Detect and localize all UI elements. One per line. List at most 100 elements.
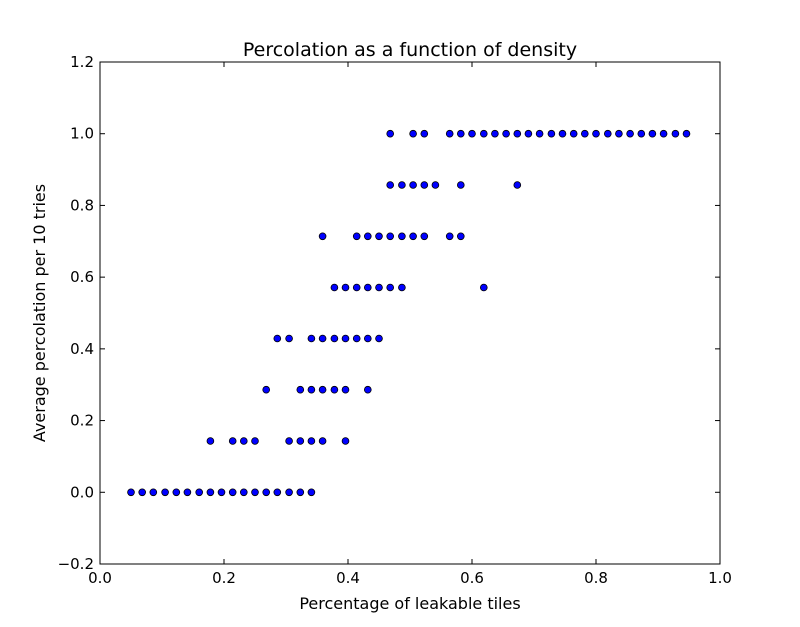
y-tick-label: 1.2 — [70, 53, 94, 71]
data-point — [456, 181, 465, 189]
axis-ticks: 0.0 0.2 0.4 0.6 0.8 1.0−0.20.00.20.40.60.81.0… — [58, 53, 732, 587]
data-point — [409, 129, 417, 138]
data-point — [307, 334, 316, 343]
data-point — [217, 488, 226, 497]
data-point — [558, 129, 567, 138]
data-point — [296, 488, 305, 497]
data-point — [296, 385, 305, 394]
data-point — [409, 232, 417, 241]
x-axis-label: Percentage of leakable tiles — [299, 594, 520, 613]
data-point — [398, 181, 406, 189]
y-tick-label: 1.0 — [70, 125, 94, 143]
data-point — [352, 232, 361, 241]
data-point — [456, 129, 465, 138]
data-point — [285, 437, 293, 445]
data-point — [513, 181, 522, 189]
y-axis-label: Average percolation per 10 tries — [30, 184, 49, 442]
data-point — [307, 437, 316, 445]
data-point — [307, 385, 316, 394]
data-point — [420, 129, 429, 138]
data-point — [445, 129, 454, 138]
data-point — [352, 283, 361, 292]
data-point — [580, 129, 589, 138]
data-point — [273, 488, 282, 497]
x-tick-label: 0.6 — [460, 569, 484, 587]
data-point — [183, 488, 192, 497]
data-point — [318, 334, 327, 343]
data-points — [127, 129, 691, 497]
data-point — [603, 129, 612, 138]
data-point — [445, 232, 454, 241]
data-point — [206, 488, 215, 497]
data-point — [468, 129, 476, 138]
data-point — [363, 232, 372, 241]
x-tick-label: 0.2 — [212, 569, 236, 587]
data-point — [375, 334, 383, 343]
data-point — [161, 488, 169, 497]
data-point — [240, 437, 248, 445]
data-point — [648, 129, 657, 138]
data-point — [127, 488, 135, 497]
data-point — [398, 283, 406, 292]
x-tick-label: 0.8 — [584, 569, 608, 587]
data-point — [352, 334, 361, 343]
data-point — [341, 437, 350, 445]
data-point — [318, 437, 327, 445]
x-tick-label: 0.4 — [336, 569, 360, 587]
data-point — [626, 129, 634, 138]
data-point — [251, 488, 259, 497]
data-point — [682, 129, 691, 138]
data-point — [285, 334, 293, 343]
plot-area — [99, 61, 721, 565]
data-point — [363, 385, 372, 394]
data-point — [375, 232, 383, 241]
data-point — [671, 129, 680, 138]
data-point — [149, 488, 158, 497]
data-point — [409, 181, 417, 189]
data-point — [535, 129, 544, 138]
data-point — [363, 283, 372, 292]
y-tick-label: 0.0 — [70, 483, 94, 501]
data-point — [479, 129, 488, 138]
data-point — [262, 385, 271, 394]
data-point — [240, 488, 248, 497]
data-point — [479, 283, 488, 292]
data-point — [615, 129, 623, 138]
data-point — [491, 129, 499, 138]
data-point — [456, 232, 465, 241]
data-point — [524, 129, 533, 138]
data-point — [330, 283, 339, 292]
data-point — [318, 385, 327, 394]
data-point — [296, 437, 305, 445]
data-point — [386, 129, 395, 138]
y-tick-label: 0.6 — [70, 268, 94, 286]
y-tick-label: 0.2 — [70, 412, 94, 430]
data-point — [637, 129, 646, 138]
data-point — [172, 488, 181, 497]
data-point — [195, 488, 204, 497]
data-point — [228, 488, 237, 497]
y-tick-label: 0.8 — [70, 196, 94, 214]
data-point — [386, 181, 395, 189]
data-point — [513, 129, 522, 138]
chart-title: Percolation as a function of density — [243, 39, 577, 61]
data-point — [341, 334, 350, 343]
data-point — [138, 488, 147, 497]
data-point — [592, 129, 600, 138]
data-point — [398, 232, 406, 241]
data-point — [341, 385, 350, 394]
x-tick-label: 1.0 — [708, 569, 732, 587]
data-point — [420, 181, 429, 189]
data-point — [285, 488, 293, 497]
data-point — [330, 334, 339, 343]
data-point — [502, 129, 510, 138]
data-point — [386, 232, 395, 241]
data-point — [386, 283, 395, 292]
y-tick-label: −0.2 — [58, 555, 94, 573]
data-point — [375, 283, 383, 292]
data-point — [307, 488, 316, 497]
data-point — [262, 488, 271, 497]
data-point — [228, 437, 237, 445]
x-tick-label: 0.0 — [88, 569, 112, 587]
